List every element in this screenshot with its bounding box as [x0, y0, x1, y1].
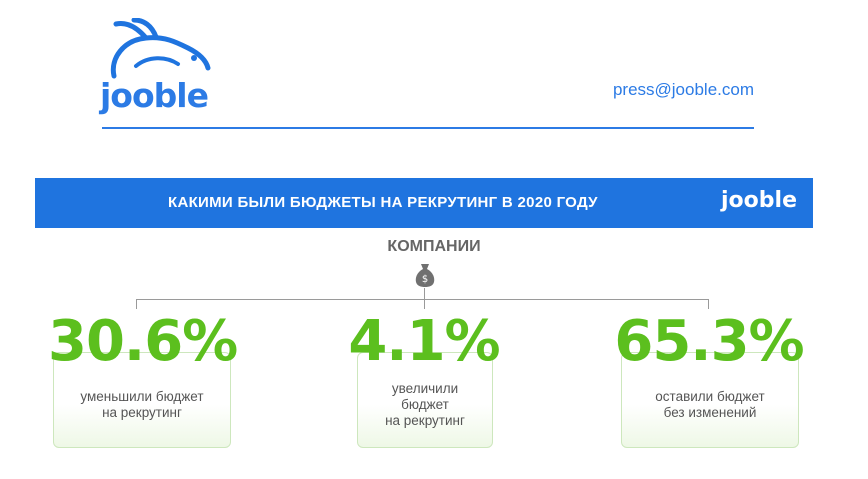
money-bag-icon: $	[415, 264, 435, 287]
stat-card-decreased: уменьшили бюджет на рекрутинг	[53, 352, 231, 448]
tree-connector-middle	[424, 299, 425, 309]
stat-percent-unchanged: 65.3%	[614, 309, 804, 374]
stat-percent-decreased: 30.6%	[48, 309, 238, 374]
stat-text-line1: оставили бюджет	[655, 389, 765, 404]
tree-connector-left	[136, 299, 137, 309]
tree-connector-right	[708, 299, 709, 309]
banner-logo: jooble	[721, 188, 797, 213]
press-email-link[interactable]: press@jooble.com	[612, 80, 754, 99]
tree-connector-horizontal	[136, 299, 709, 300]
stat-text-line2: на рекрутинг	[102, 405, 182, 420]
rabbit-icon	[110, 18, 211, 79]
stat-card-increased: увеличили бюджет на рекрутинг	[357, 352, 493, 448]
stat-text-line2: без изменений	[663, 405, 757, 420]
jooble-logo[interactable]: jooble	[100, 18, 220, 115]
svg-text:$: $	[422, 274, 428, 285]
stat-text-line1: уменьшили бюджет	[80, 389, 204, 404]
header-divider	[102, 127, 754, 129]
stat-text-line3: на рекрутинг	[385, 413, 465, 428]
banner-title: КАКИМИ БЫЛИ БЮДЖЕТЫ НА РЕКРУТИНГ В 2020 …	[168, 194, 598, 211]
stat-text-line2: бюджет	[401, 397, 449, 412]
stat-percent-increased: 4.1%	[348, 309, 500, 374]
logo-wordmark: jooble	[100, 76, 209, 115]
stat-text-line1: увеличили	[391, 381, 459, 396]
title-banner: КАКИМИ БЫЛИ БЮДЖЕТЫ НА РЕКРУТИНГ В 2020 …	[35, 178, 813, 228]
section-label: КОМПАНИИ	[387, 238, 481, 255]
stat-card-unchanged: оставили бюджет без изменений	[621, 352, 799, 448]
tree-connector-center	[424, 288, 425, 299]
